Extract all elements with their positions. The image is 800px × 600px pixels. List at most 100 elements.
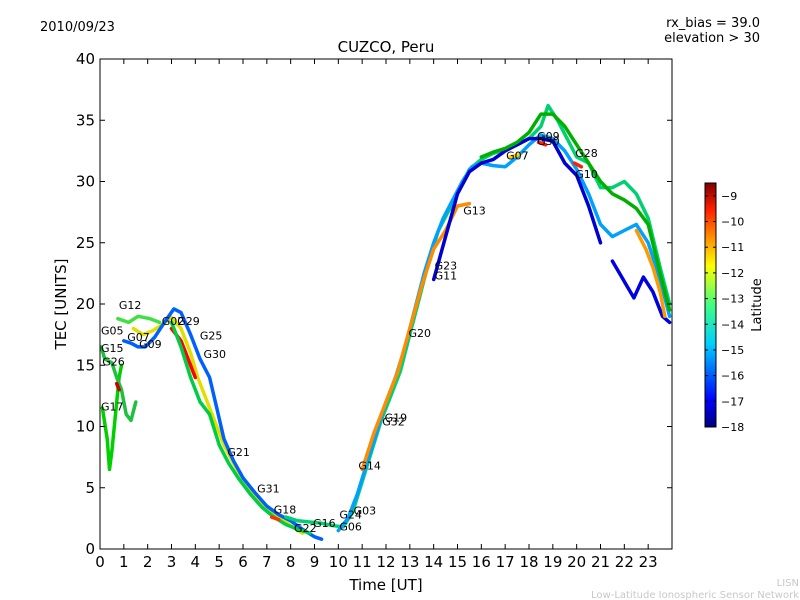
x-tick-label: 7 [262, 553, 272, 571]
satellite-label: G23 [435, 260, 458, 273]
satellite-labels: G12G05G15G26G17G07G09G02G29G25G30G21G31G… [101, 130, 598, 535]
colorbar [704, 182, 717, 428]
satellite-label: G02 [162, 315, 185, 328]
x-tick-label: 10 [329, 553, 348, 571]
satellite-label: G13 [463, 205, 486, 218]
satellite-label: G15 [101, 342, 124, 355]
x-tick-label: 21 [591, 553, 610, 571]
satellite-label: G17 [101, 401, 124, 414]
series-line [100, 345, 138, 423]
x-tick-label: 13 [400, 553, 419, 571]
series-line [431, 136, 603, 282]
x-tick-label: 12 [376, 553, 395, 571]
series-line [610, 259, 672, 325]
series-line [536, 140, 548, 147]
satellite-label: G06 [339, 521, 362, 534]
colorbar-tick-label: −15 [721, 344, 744, 357]
x-tick-label: 15 [448, 553, 467, 571]
satellite-label: G20 [408, 327, 431, 340]
colorbar-tick-label: −9 [721, 190, 737, 203]
colorbar-tick-label: −12 [721, 267, 744, 280]
x-tick-label: 14 [424, 553, 443, 571]
x-axis: 0 1 2 3 4 5 6 7 8 9 10 11 12 13 14 15 16 17 18 19 20 21 22 23 [95, 59, 658, 571]
y-tick-label: 0 [85, 540, 95, 558]
series-line [284, 103, 672, 529]
satellite-label: G25 [200, 330, 223, 343]
x-tick-label: 3 [167, 553, 177, 571]
y-tick-label: 20 [76, 295, 95, 313]
plot-frame [99, 58, 673, 550]
series-line [572, 161, 584, 169]
x-tick-label: 0 [95, 553, 105, 571]
credit-lisn: LISN [777, 578, 799, 589]
series-line [479, 112, 672, 312]
satellite-label: G32 [382, 415, 405, 428]
y-tick-label: 35 [76, 111, 95, 129]
x-tick-label: 20 [567, 553, 586, 571]
y-tick-label: 25 [76, 234, 95, 252]
series-line [269, 515, 281, 522]
x-tick-label: 17 [496, 553, 515, 571]
elevation-label: elevation > 30 [664, 31, 760, 46]
rx-bias-label: rx_bias = 39.0 [666, 16, 760, 31]
colorbar-tick-label: −13 [721, 293, 744, 306]
satellite-label: G21 [227, 446, 250, 459]
colorbar-tick-label: −14 [721, 318, 744, 331]
satellite-label: G11 [435, 270, 458, 283]
date-label: 2010/09/23 [40, 20, 115, 35]
x-tick-label: 19 [543, 553, 562, 571]
x-tick-label: 1 [119, 553, 129, 571]
x-tick-label: 9 [310, 553, 320, 571]
series-line [114, 381, 121, 392]
series-layer [100, 103, 672, 541]
satellite-label: G07 [127, 331, 150, 344]
satellite-label: G05 [101, 325, 124, 338]
satellite-label: G10 [575, 168, 598, 181]
y-axis: 0 5 10 15 20 25 30 35 40 [76, 50, 672, 558]
satellite-label: G31 [257, 483, 280, 496]
satellite-label: G18 [274, 503, 297, 516]
colorbar-tick-label: −17 [721, 395, 744, 408]
series-line [336, 133, 672, 533]
x-tick-label: 18 [519, 553, 538, 571]
x-tick-label: 6 [238, 553, 248, 571]
satellite-label: G12 [119, 299, 142, 312]
satellite-label: G30 [203, 348, 226, 361]
satellite-label: G16 [313, 517, 336, 530]
colorbar-tick-label: −16 [721, 370, 744, 383]
series-line [169, 320, 312, 535]
colorbar-tick-label: −11 [721, 241, 744, 254]
satellite-label: G24 [339, 508, 362, 521]
colorbar-tick-label: −18 [721, 421, 744, 434]
satellite-label: G09 [139, 338, 162, 351]
y-tick-label: 40 [76, 50, 95, 68]
x-tick-label: 4 [191, 553, 201, 571]
x-axis-label: Time [UT] [348, 576, 422, 594]
series-line [116, 314, 162, 325]
y-tick-label: 10 [76, 418, 95, 436]
colorbar-tick-label: −10 [721, 216, 744, 229]
credit-network: Low-Latitude Ionospheric Sensor Network [591, 590, 799, 600]
satellite-label: G29 [177, 315, 200, 328]
satellite-label: G22 [294, 522, 317, 535]
colorbar-ticks: −9 −10 −11 −12 −13 −14 −15 −16 −17 −18 [705, 190, 744, 434]
satellite-label: G30 [537, 135, 560, 148]
x-tick-label: 23 [639, 553, 658, 571]
satellite-label: G14 [358, 459, 381, 472]
x-tick-label: 22 [615, 553, 634, 571]
x-tick-label: 8 [286, 553, 296, 571]
y-tick-label: 30 [76, 173, 95, 191]
y-axis-label: TEC [UNITS] [52, 259, 70, 351]
satellite-label: G19 [385, 412, 408, 425]
x-tick-label: 5 [214, 553, 224, 571]
y-tick-label: 5 [85, 479, 95, 497]
satellite-label: G09 [537, 130, 560, 143]
y-tick-label: 15 [76, 356, 95, 374]
x-tick-label: 11 [353, 553, 372, 571]
chart-title: CUZCO, Peru [338, 38, 435, 56]
x-tick-label: 16 [472, 553, 491, 571]
x-tick-label: 2 [143, 553, 153, 571]
satellite-label: G26 [102, 355, 125, 368]
series-line [508, 152, 522, 159]
